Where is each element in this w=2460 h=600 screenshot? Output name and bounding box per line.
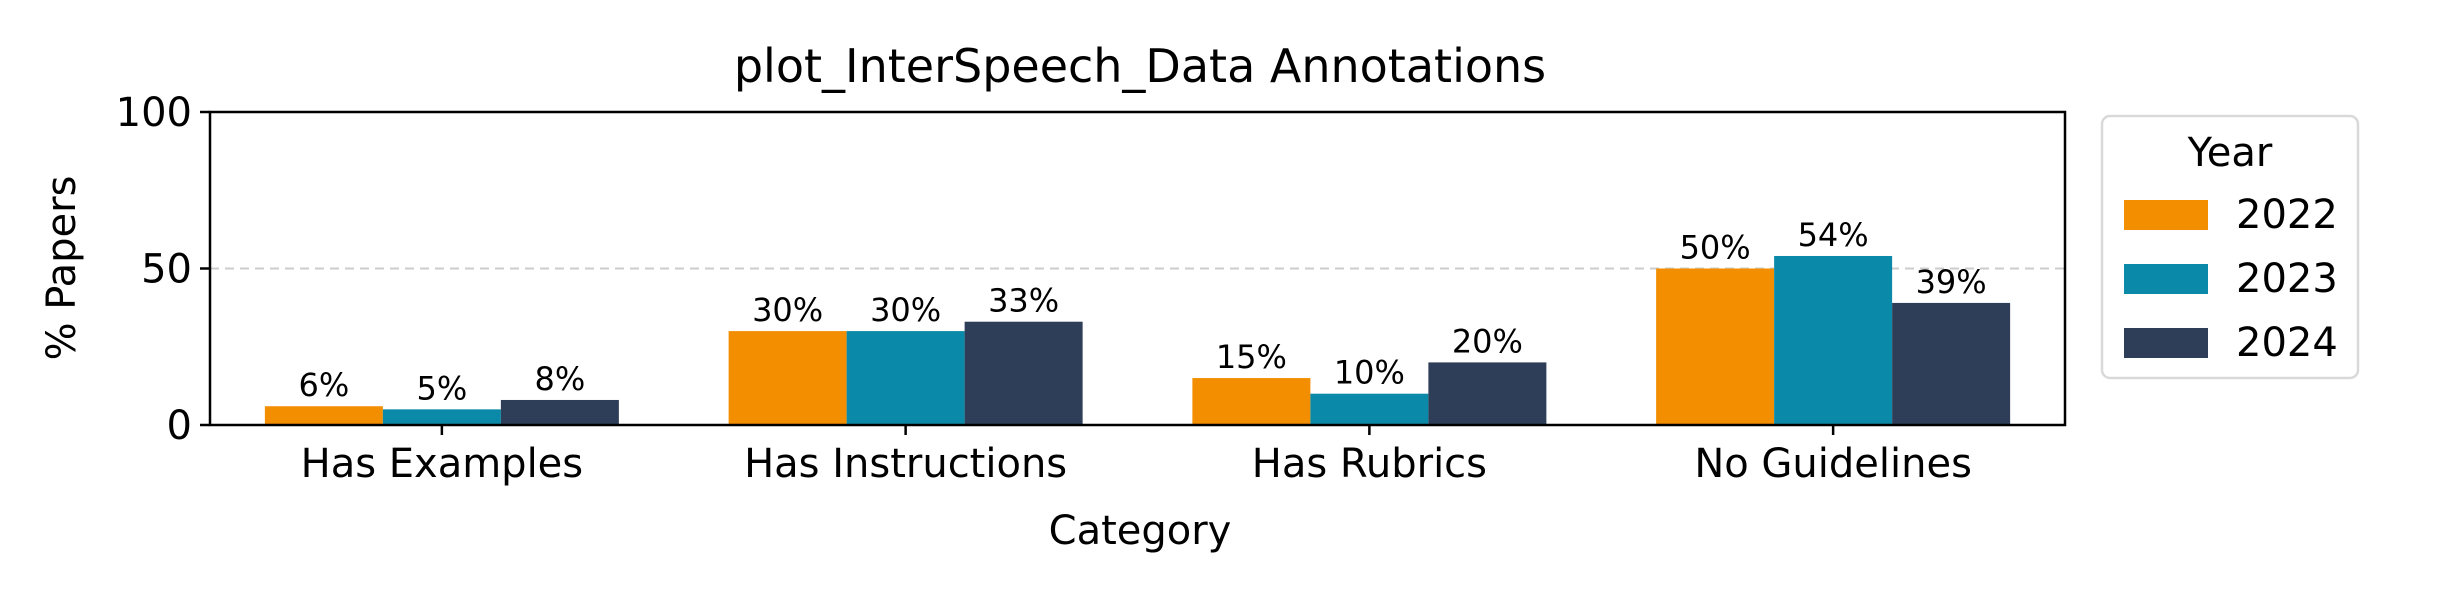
bar-2023-3 (1774, 255, 1893, 425)
data-label-2024-1: 33% (988, 282, 1059, 320)
bar-2024-0 (500, 399, 619, 425)
bar-2024-2 (1428, 362, 1547, 425)
x-tick-label-0: Has Examples (301, 441, 584, 487)
data-label-2023-1: 30% (870, 291, 941, 329)
chart-title: plot_InterSpeech_Data Annotations (734, 39, 1546, 93)
x-axis: Has Examples Has Instructions Has Rubrics N… (301, 425, 1972, 487)
plot-area: 6% 5% 8% 30% 30% 33% 15% 10% 20% 50% 54% 39% (208, 110, 2067, 427)
data-label-2023-3: 54% (1798, 216, 1869, 254)
bar-2023-1 (846, 331, 965, 425)
legend-label-2023: 2023 (2236, 256, 2338, 302)
data-label-2022-3: 50% (1680, 229, 1751, 267)
legend-label-2024: 2024 (2236, 320, 2338, 366)
data-label-2023-0: 5% (416, 369, 467, 407)
x-tick-label-3: No Guidelines (1694, 441, 1972, 487)
bar-2022-0 (264, 406, 383, 425)
data-label-2022-0: 6% (298, 366, 349, 404)
y-axis: 0 50 100 (116, 90, 210, 449)
x-tick-label-1: Has Instructions (744, 441, 1067, 487)
legend-swatch-2024 (2124, 328, 2208, 358)
x-axis-label: Category (1049, 508, 1232, 554)
legend-label-2022: 2022 (2236, 192, 2338, 238)
legend-frame (2100, 114, 2360, 380)
y-tick-label-2: 100 (116, 90, 192, 136)
bars-layer (264, 255, 2011, 425)
y-tick-label-1: 50 (141, 247, 192, 293)
legend-entries: 2022 2023 2024 (2124, 192, 2338, 366)
y-axis-label: % Papers (39, 176, 85, 361)
y-tick-label-0: 0 (167, 403, 192, 449)
data-label-2022-2: 15% (1216, 338, 1287, 376)
data-label-2024-3: 39% (1916, 263, 1987, 301)
bar-2022-3 (1656, 268, 1775, 425)
bar-2023-2 (1310, 393, 1429, 425)
bar-2023-0 (382, 409, 501, 425)
x-tick-label-2: Has Rubrics (1252, 441, 1487, 487)
data-label-2022-1: 30% (752, 291, 823, 329)
legend: Year 2022 2023 2024 (2100, 114, 2360, 380)
data-label-2024-2: 20% (1452, 322, 1523, 360)
legend-swatch-2023 (2124, 264, 2208, 294)
bar-2024-1 (964, 321, 1083, 425)
bar-2022-2 (1192, 378, 1311, 425)
bar-labels-layer: 6% 5% 8% 30% 30% 33% 15% 10% 20% 50% 54% 39% (298, 216, 1986, 407)
bar-2022-1 (728, 331, 847, 425)
data-label-2024-0: 8% (534, 360, 585, 398)
legend-swatch-2022 (2124, 200, 2208, 230)
bar-2024-3 (1892, 302, 2011, 425)
legend-title: Year (2187, 130, 2273, 176)
data-label-2023-2: 10% (1334, 354, 1405, 392)
